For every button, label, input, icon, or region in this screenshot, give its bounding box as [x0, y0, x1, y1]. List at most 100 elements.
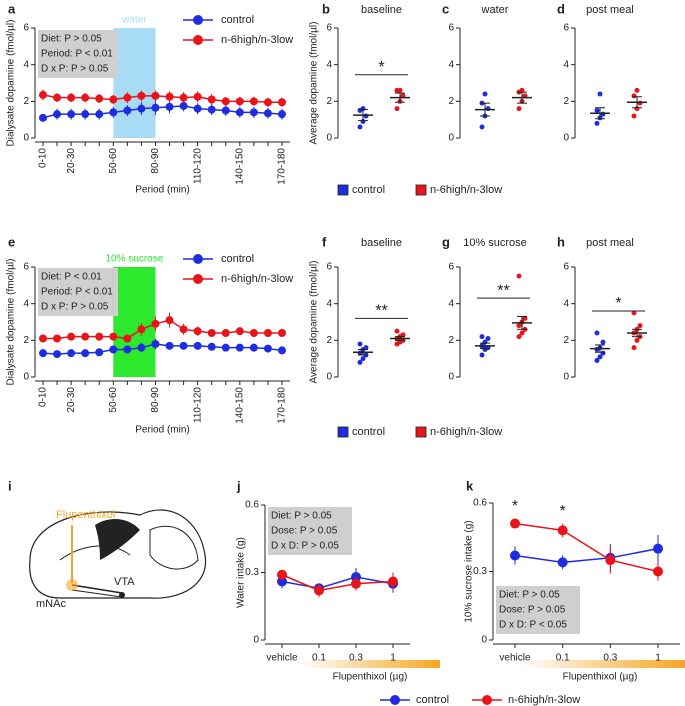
y-axis-label: 10% sucrose intake (g) — [464, 520, 475, 622]
y-tick-label: 6 — [23, 23, 29, 34]
y-axis-label: Average dopamine (fmol/µl) — [309, 261, 320, 384]
data-point — [516, 334, 522, 340]
data-point — [278, 346, 286, 355]
data-point — [221, 106, 230, 115]
data-point — [351, 578, 361, 589]
panel-letter: b — [322, 1, 330, 16]
y-tick-label: 0.3 — [473, 566, 487, 577]
legend-label: n-6high/n-3low — [508, 694, 580, 706]
y-tick-label: 4 — [326, 59, 332, 70]
data-point — [594, 358, 600, 363]
data-point — [479, 124, 485, 130]
data-point — [557, 557, 568, 568]
x-tick-label: 0.3 — [349, 653, 363, 664]
data-point — [193, 104, 202, 113]
panel-letter: k — [466, 478, 474, 493]
y-axis-label: Average dopamine (fmol/µl) — [309, 22, 320, 145]
y-tick-label: 6 — [326, 262, 332, 273]
data-point — [277, 569, 287, 580]
legend-swatch — [415, 184, 427, 196]
stats-text: D x P: P > 0.05 — [41, 64, 109, 75]
x-tick-label: 20-30 — [66, 387, 77, 413]
data-point — [109, 95, 118, 104]
data-point — [193, 341, 202, 350]
data-point — [235, 343, 244, 352]
stats-text: Diet: P > 0.05 — [271, 511, 332, 522]
data-point — [357, 124, 363, 130]
panel-title: post meal — [586, 4, 634, 16]
data-point — [510, 518, 520, 529]
data-point — [388, 576, 398, 587]
panel-letter: f — [322, 234, 327, 249]
data-point — [479, 334, 485, 340]
data-point — [485, 106, 491, 112]
data-point — [263, 109, 272, 118]
legend-marker — [482, 695, 492, 705]
y-axis-label: Dialysate dopamine (fmol/µl) — [6, 259, 17, 386]
panel-letter: i — [8, 478, 12, 493]
x-axis-label: Period (min) — [135, 425, 189, 436]
x-axis-label: Flupenthixol (µg) — [563, 672, 638, 683]
data-point — [360, 356, 366, 362]
legend-label: n-6high/n-3low — [430, 184, 502, 196]
y-tick-label: 4 — [326, 298, 332, 309]
y-tick-label: 6 — [23, 262, 29, 273]
data-point — [653, 543, 663, 554]
data-point — [600, 111, 606, 117]
x-tick-label: 50-60 — [108, 387, 119, 413]
data-point — [123, 334, 132, 343]
x-tick-label: 170-180 — [277, 148, 288, 185]
data-point — [193, 92, 202, 101]
legend-marker — [193, 15, 203, 25]
stats-text: Dose: P > 0.05 — [499, 605, 566, 616]
data-point — [263, 329, 272, 337]
panel-letter: a — [8, 1, 16, 16]
legend-label: n-6high/n-3low — [430, 426, 502, 438]
data-point — [67, 110, 76, 119]
panel-letter: d — [557, 1, 565, 16]
x-tick-label: vehicle — [266, 653, 298, 664]
data-point — [263, 98, 272, 107]
data-point — [151, 103, 160, 112]
stats-text: D x D: P > 0.05 — [271, 541, 339, 552]
data-point — [123, 345, 132, 354]
data-point — [193, 327, 202, 336]
y-tick-label: 2 — [326, 335, 332, 346]
data-point — [519, 87, 525, 93]
legend-marker — [193, 35, 203, 45]
significance-star: ** — [375, 303, 387, 320]
y-tick-label: 0.6 — [245, 500, 259, 511]
stats-text: Diet: P > 0.05 — [41, 34, 102, 45]
data-point — [397, 87, 403, 93]
data-point — [249, 108, 258, 117]
x-tick-label: 0-10 — [38, 148, 49, 168]
y-tick-label: 2 — [326, 96, 332, 107]
data-point — [179, 325, 188, 334]
y-tick-label: 6 — [326, 23, 332, 34]
y-tick-label: 4 — [23, 59, 29, 70]
data-point — [634, 337, 640, 343]
diagram-label: mNAc — [36, 598, 66, 610]
legend-marker — [390, 695, 400, 705]
dose-gradient — [520, 660, 685, 668]
legend-marker — [193, 254, 203, 264]
data-point — [165, 92, 174, 101]
data-point — [67, 332, 76, 341]
y-tick-label: 2 — [23, 335, 29, 346]
legend-label: n-6high/n-3low — [221, 273, 293, 285]
data-point — [637, 323, 643, 329]
panel-letter: g — [442, 234, 450, 249]
data-point — [357, 341, 363, 347]
data-point — [631, 310, 637, 316]
stimulus-shade — [113, 267, 156, 377]
x-tick-label: 1 — [655, 653, 661, 664]
legend-swatch — [337, 426, 349, 438]
data-point — [39, 90, 47, 99]
stats-text: D x P: P > 0.05 — [41, 302, 109, 313]
stats-text: Diet: P > 0.05 — [499, 590, 560, 601]
x-tick-label: 140-150 — [234, 148, 245, 185]
x-tick-label: 0.3 — [603, 653, 617, 664]
y-tick-label: 0 — [23, 133, 29, 144]
data-point — [597, 354, 603, 360]
